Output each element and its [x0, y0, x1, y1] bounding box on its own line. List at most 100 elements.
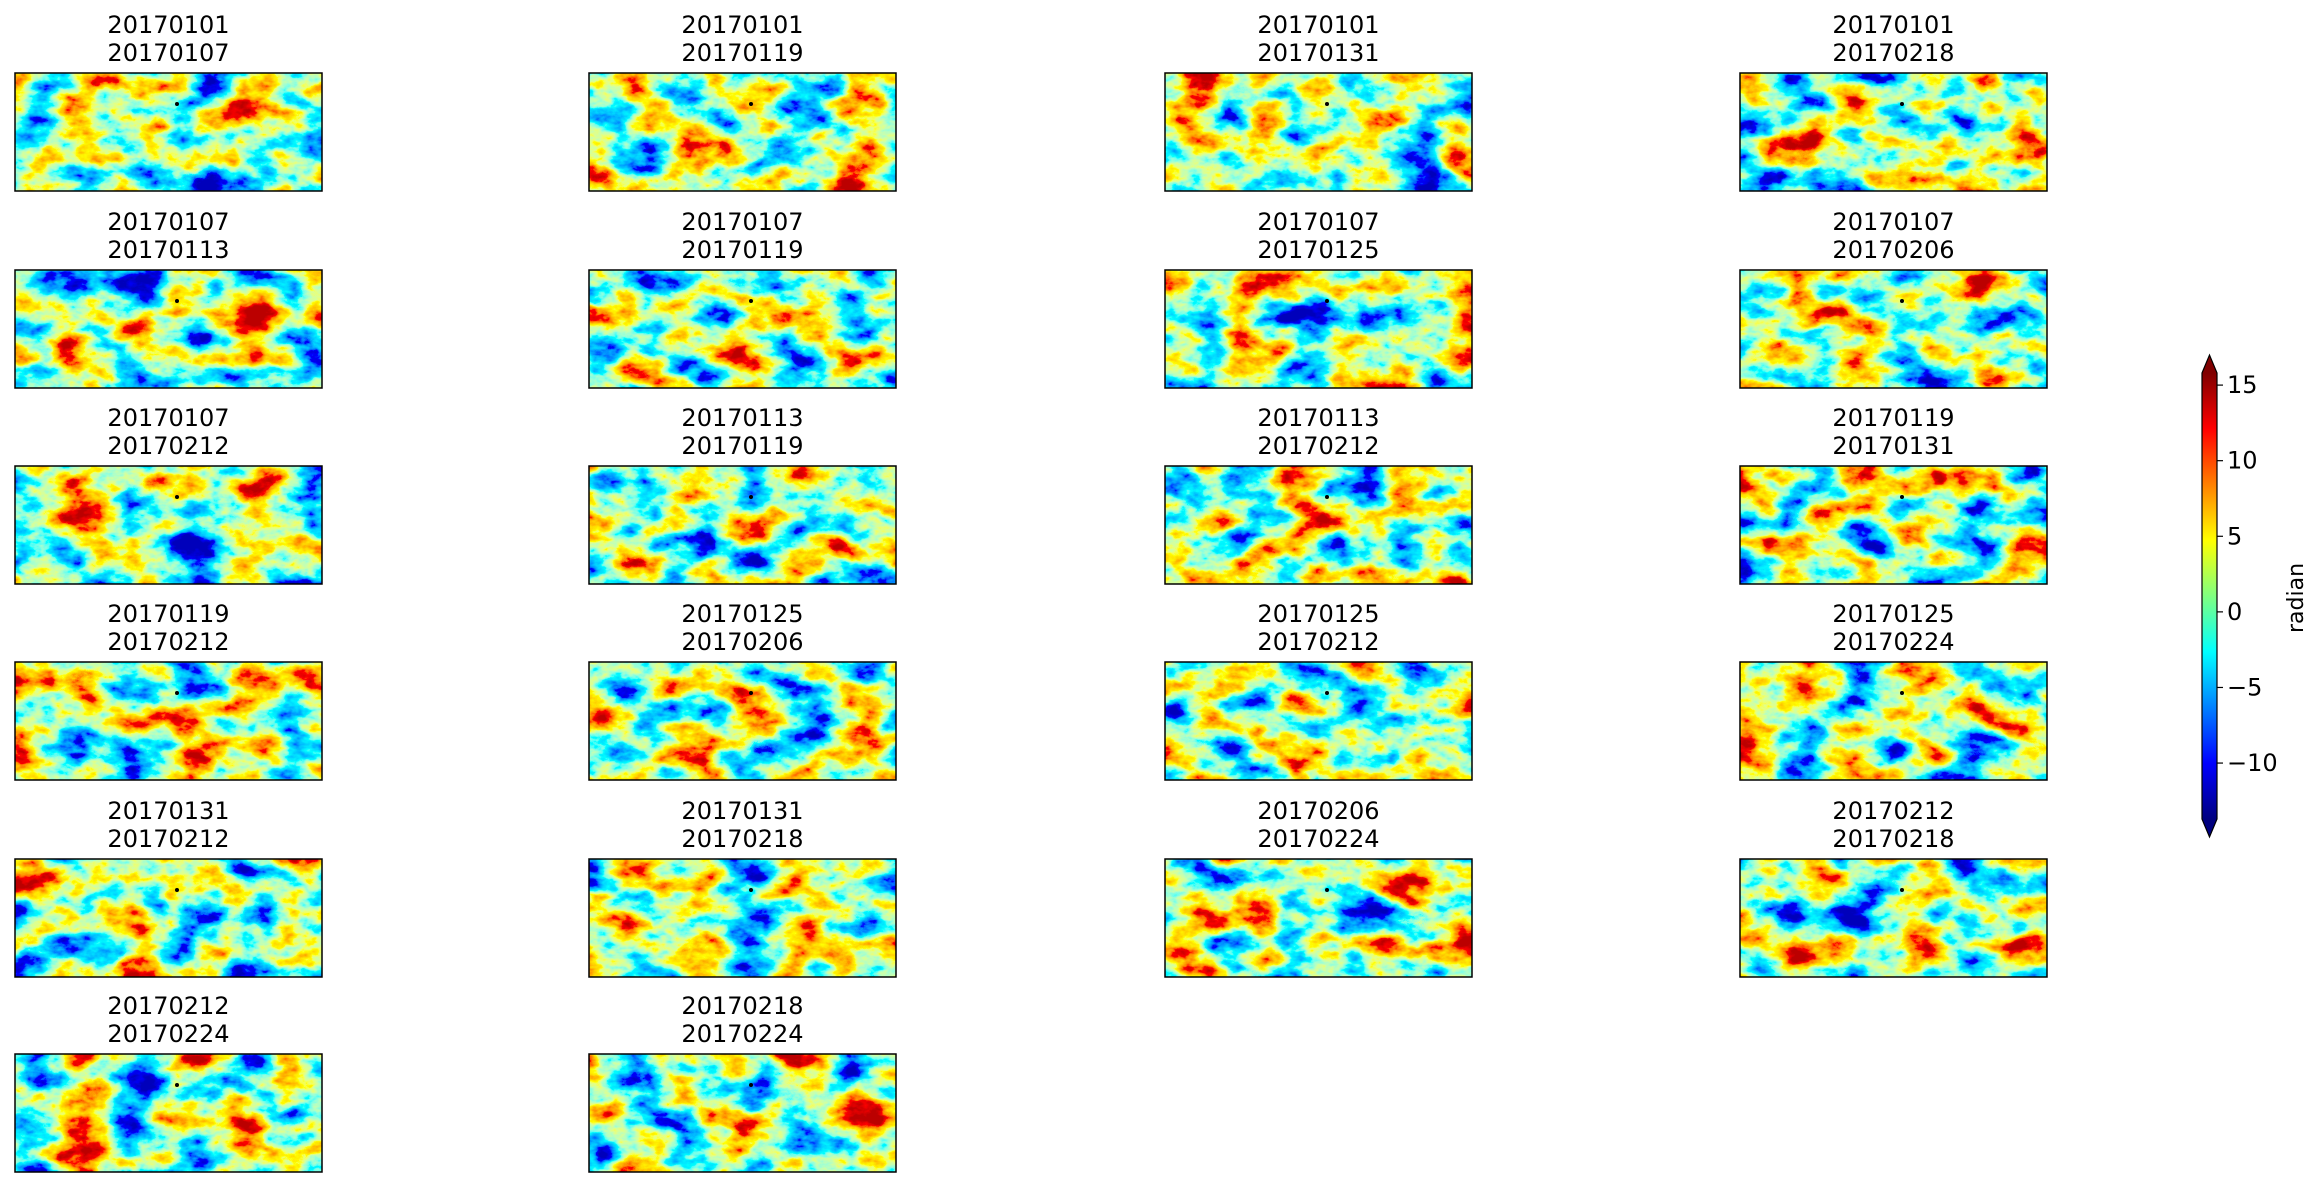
panel-frame	[588, 72, 897, 192]
interferogram	[589, 466, 896, 584]
interferogram	[589, 662, 896, 780]
interferogram	[1165, 466, 1472, 584]
colorbar-tick-label: −10	[2227, 749, 2278, 777]
reference-point	[1325, 691, 1329, 695]
reference-point	[1900, 888, 1904, 892]
panel-frame	[14, 269, 323, 389]
colorbar-tick-label: 15	[2227, 371, 2258, 399]
panel-frame	[1739, 269, 2048, 389]
panel-title: 20170131	[681, 797, 803, 825]
panel-title: 20170212	[1257, 628, 1379, 656]
panel-frame	[14, 72, 323, 192]
panel-title: 20170206	[1832, 236, 1954, 264]
interferogram	[1165, 73, 1472, 191]
panel-title: 20170218	[1832, 39, 1954, 67]
panel-title: 20170224	[681, 1020, 803, 1048]
panel-title: 20170101	[681, 11, 803, 39]
reference-point	[175, 495, 179, 499]
interferogram	[1740, 466, 2047, 584]
colorbar-label: radian	[2284, 563, 2309, 633]
interferogram	[1165, 859, 1472, 977]
reference-point	[1325, 495, 1329, 499]
reference-point	[1900, 102, 1904, 106]
reference-point	[749, 691, 753, 695]
interferogram	[589, 73, 896, 191]
panel-title: 20170119	[681, 236, 803, 264]
colorbar-tick-label: 5	[2227, 522, 2242, 550]
reference-point	[749, 888, 753, 892]
interferogram	[15, 466, 322, 584]
panel-frame	[588, 269, 897, 389]
panel-frame	[1164, 858, 1473, 978]
panel-title: 20170107	[681, 208, 803, 236]
reference-point	[749, 495, 753, 499]
interferogram	[15, 1054, 322, 1172]
panel-frame	[14, 661, 323, 781]
reference-point	[1900, 495, 1904, 499]
panel-frame	[1164, 661, 1473, 781]
reference-point	[1325, 299, 1329, 303]
colorbar-extend-max	[2202, 355, 2217, 373]
panel-frame	[14, 1053, 323, 1173]
reference-point	[175, 691, 179, 695]
colorbar-extend-min	[2202, 819, 2217, 837]
interferogram	[589, 270, 896, 388]
colorbar	[2202, 373, 2217, 819]
interferogram	[589, 859, 896, 977]
colorbar-tick-label: 0	[2227, 598, 2242, 626]
interferogram	[1165, 662, 1472, 780]
reference-point	[749, 102, 753, 106]
panel-frame	[1739, 72, 2048, 192]
reference-point	[749, 299, 753, 303]
panel-title: 20170101	[1257, 11, 1379, 39]
panel-frame	[1739, 858, 2048, 978]
reference-point	[175, 299, 179, 303]
panel-title: 20170101	[1832, 11, 1954, 39]
panel-title: 20170125	[1257, 236, 1379, 264]
panel-title: 20170119	[681, 432, 803, 460]
panel-title: 20170206	[1257, 797, 1379, 825]
panel-title: 20170113	[107, 236, 229, 264]
panel-frame	[588, 661, 897, 781]
panel-title: 20170131	[1832, 432, 1954, 460]
panel-title: 20170125	[681, 600, 803, 628]
panel-title: 20170119	[681, 39, 803, 67]
panel-title: 20170107	[107, 39, 229, 67]
panel-title: 20170107	[107, 208, 229, 236]
panel-title: 20170125	[1832, 600, 1954, 628]
panel-title: 20170218	[1832, 825, 1954, 853]
panel-title: 20170107	[1257, 208, 1379, 236]
panel-frame	[1164, 465, 1473, 585]
panel-frame	[1164, 72, 1473, 192]
interferogram	[15, 662, 322, 780]
panel-title: 20170224	[1257, 825, 1379, 853]
panel-title: 20170113	[681, 404, 803, 432]
interferogram	[1740, 270, 2047, 388]
panel-title: 20170101	[107, 11, 229, 39]
reference-point	[1325, 888, 1329, 892]
reference-point	[1325, 102, 1329, 106]
panel-title: 20170113	[1257, 404, 1379, 432]
panel-title: 20170224	[1832, 628, 1954, 656]
panel-title: 20170107	[107, 404, 229, 432]
reference-point	[1900, 691, 1904, 695]
panel-frame	[588, 465, 897, 585]
interferogram	[15, 859, 322, 977]
reference-point	[175, 102, 179, 106]
interferogram	[1165, 270, 1472, 388]
panel-title: 20170218	[681, 825, 803, 853]
panel-title: 20170212	[107, 992, 229, 1020]
reference-point	[1900, 299, 1904, 303]
panel-frame	[1739, 465, 2048, 585]
panel-title: 20170212	[107, 825, 229, 853]
panel-title: 20170125	[1257, 600, 1379, 628]
interferogram	[15, 73, 322, 191]
colorbar-tick-label: −5	[2227, 673, 2262, 701]
panel-title: 20170119	[107, 600, 229, 628]
interferogram	[1740, 662, 2047, 780]
panel-frame	[14, 465, 323, 585]
panel-title: 20170212	[107, 432, 229, 460]
panel-title: 20170212	[1832, 797, 1954, 825]
panel-title: 20170212	[107, 628, 229, 656]
